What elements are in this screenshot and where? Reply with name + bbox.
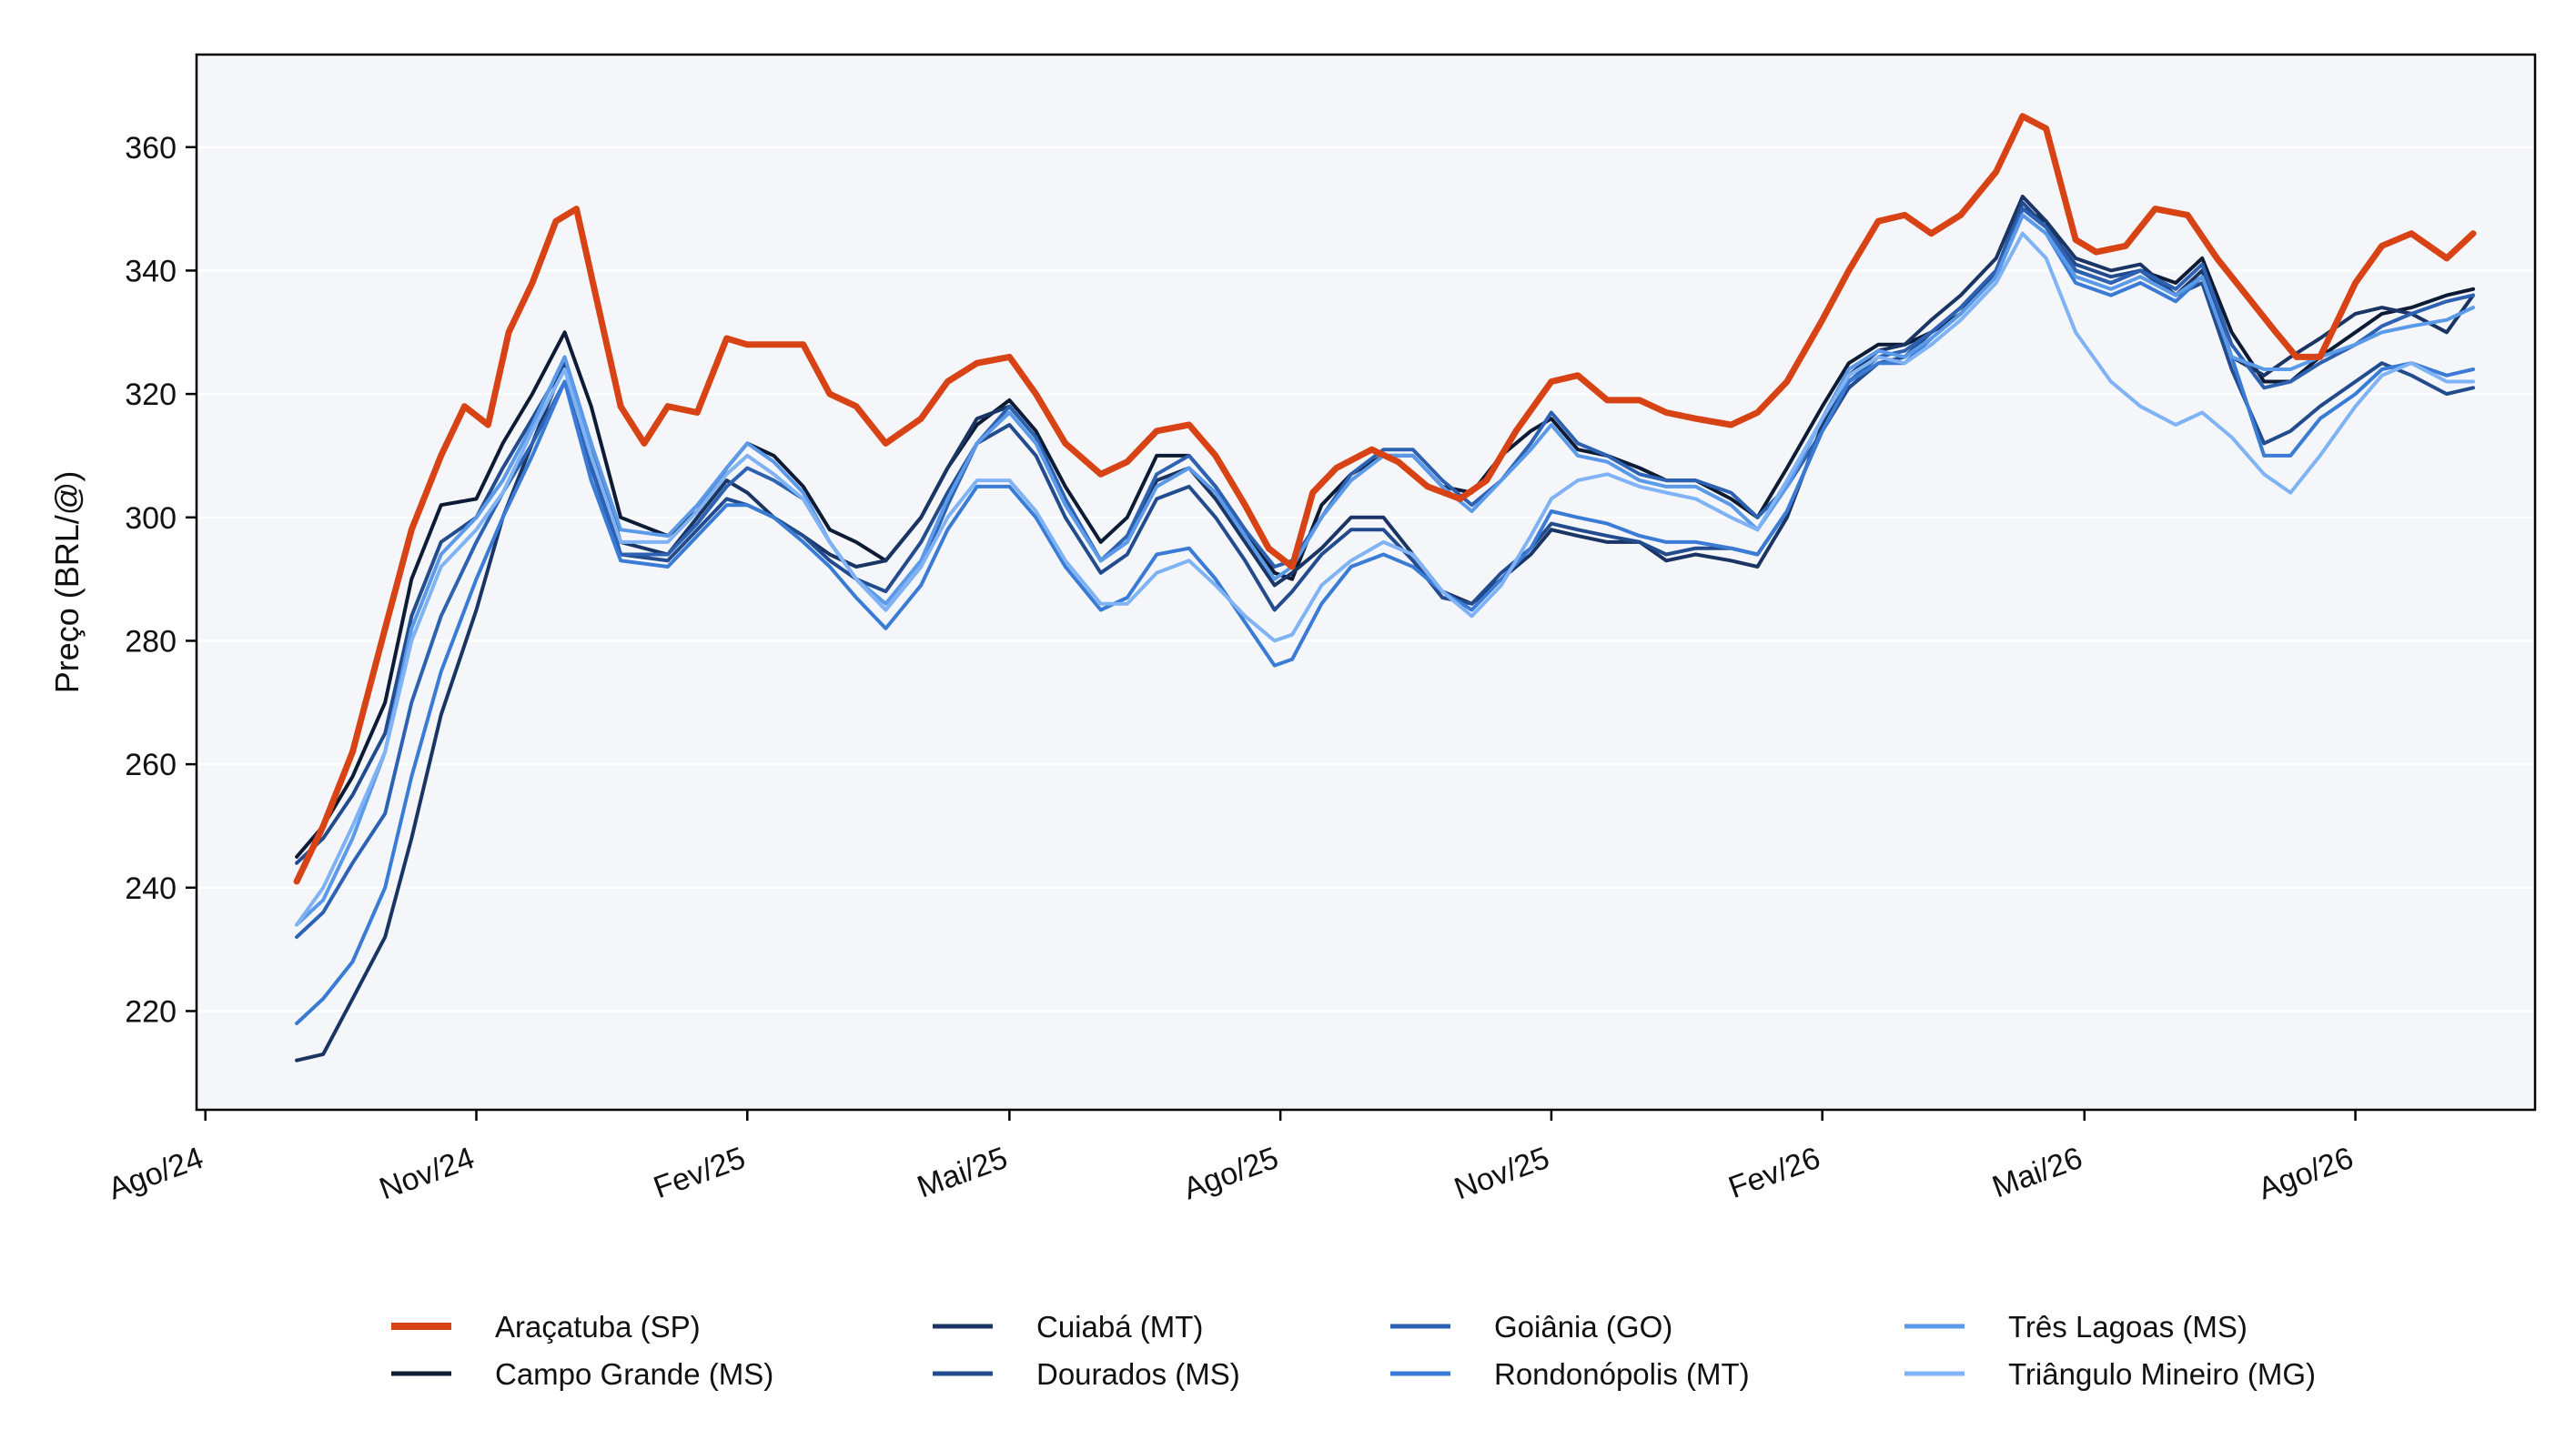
series-line-5 <box>295 213 2475 1025</box>
series-line-7 <box>295 231 2475 927</box>
x-tick-label: Nov/25 <box>1450 1141 1553 1207</box>
legend-label-3: Dourados (MS) <box>1036 1357 1240 1391</box>
legend-label-4: Goiânia (GO) <box>1494 1310 1672 1344</box>
y-tick-label: 360 <box>125 131 177 166</box>
x-tick-label: Mai/25 <box>913 1141 1012 1205</box>
series-line-3 <box>295 200 2475 865</box>
x-tick-label: Ago/25 <box>1179 1141 1283 1207</box>
legend-label-2: Cuiabá (MT) <box>1036 1310 1203 1344</box>
y-tick-label: 280 <box>125 624 177 659</box>
y-axis-title: Preço (BRL/@) <box>48 471 86 694</box>
series-line-4 <box>295 206 2475 940</box>
y-tick-label: 320 <box>125 378 177 412</box>
legend-label-1: Campo Grande (MS) <box>495 1357 773 1391</box>
y-tick-label: 220 <box>125 994 177 1029</box>
legend: Araçatuba (SP) Campo Grande (MS) Cuiabá (M… <box>391 1310 2316 1391</box>
x-tick-label: Fev/25 <box>649 1141 750 1205</box>
y-tick-label: 300 <box>125 501 177 536</box>
plot-background <box>197 55 2535 1110</box>
plot-frame <box>195 53 2537 1112</box>
y-tick-label: 340 <box>125 254 177 288</box>
y-tick-label: 260 <box>125 748 177 782</box>
x-axis: Ago/24 Nov/24 Fev/25 Mai/25 Ago/25 Nov/25 Fev/… <box>104 1110 2358 1206</box>
x-tick-label: Ago/24 <box>104 1141 207 1207</box>
series-lines <box>293 113 2477 1062</box>
x-tick-label: Nov/24 <box>375 1141 479 1207</box>
x-tick-label: Ago/26 <box>2254 1141 2358 1207</box>
series-line-0 <box>293 113 2477 885</box>
y-tick-label: 240 <box>125 871 177 906</box>
y-axis: 220 240 260 280 300 320 340 360 <box>125 131 197 1029</box>
legend-label-7: Triângulo Mineiro (MG) <box>2008 1357 2316 1391</box>
x-tick-label: Mai/26 <box>1988 1141 2087 1205</box>
legend-label-5: Rondonópolis (MT) <box>1494 1357 1750 1391</box>
x-tick-label: Fev/26 <box>1724 1141 1825 1205</box>
legend-label-0: Araçatuba (SP) <box>495 1310 701 1344</box>
legend-label-6: Três Lagoas (MS) <box>2008 1310 2248 1344</box>
